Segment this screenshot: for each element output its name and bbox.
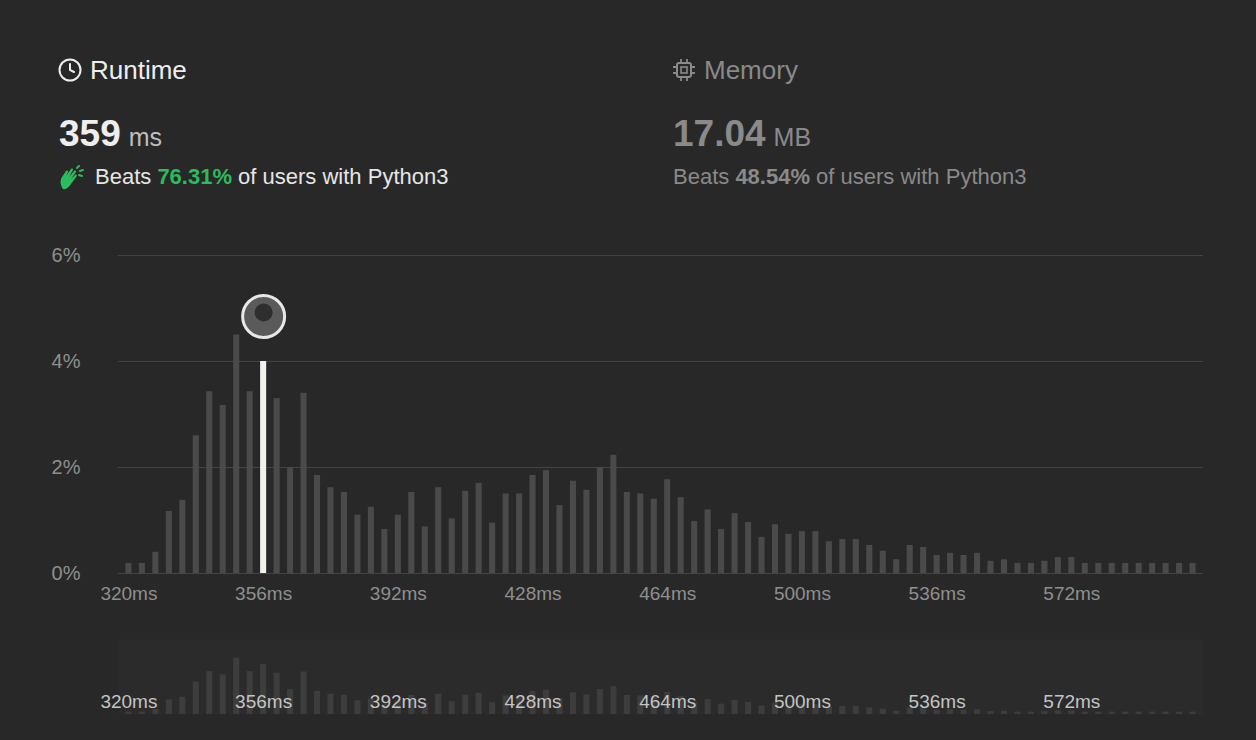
svg-text:320ms: 320ms bbox=[100, 691, 157, 712]
svg-text:464ms: 464ms bbox=[639, 691, 696, 712]
svg-text:356ms: 356ms bbox=[235, 583, 292, 604]
svg-text:536ms: 536ms bbox=[909, 691, 966, 712]
svg-text:4%: 4% bbox=[52, 350, 81, 372]
svg-text:536ms: 536ms bbox=[909, 583, 966, 604]
svg-text:464ms: 464ms bbox=[639, 583, 696, 604]
svg-text:572ms: 572ms bbox=[1043, 691, 1100, 712]
html-text:359 ms: 359 ms bbox=[59, 113, 163, 154]
html-text:Beats 76.31% of users with Pyt: Beats 76.31% of users with Python3 bbox=[95, 164, 449, 189]
html-text:17.04 MB: 17.04 MB bbox=[673, 113, 812, 154]
svg-text:428ms: 428ms bbox=[505, 691, 562, 712]
svg-text:0%: 0% bbox=[52, 562, 81, 584]
svg-text:392ms: 392ms bbox=[370, 691, 427, 712]
html-text:Runtime: Runtime bbox=[90, 55, 187, 85]
svg-text:500ms: 500ms bbox=[774, 583, 831, 604]
svg-text:6%: 6% bbox=[52, 244, 81, 266]
svg-text:392ms: 392ms bbox=[370, 583, 427, 604]
html-text:Beats 48.54% of users with Pyt: Beats 48.54% of users with Python3 bbox=[673, 164, 1027, 189]
svg-text:572ms: 572ms bbox=[1043, 583, 1100, 604]
svg-text:428ms: 428ms bbox=[505, 583, 562, 604]
svg-text:320ms: 320ms bbox=[100, 583, 157, 604]
html-text:Memory: Memory bbox=[704, 55, 798, 85]
svg-text:2%: 2% bbox=[52, 456, 81, 478]
svg-text:500ms: 500ms bbox=[774, 691, 831, 712]
svg-text:356ms: 356ms bbox=[235, 691, 292, 712]
